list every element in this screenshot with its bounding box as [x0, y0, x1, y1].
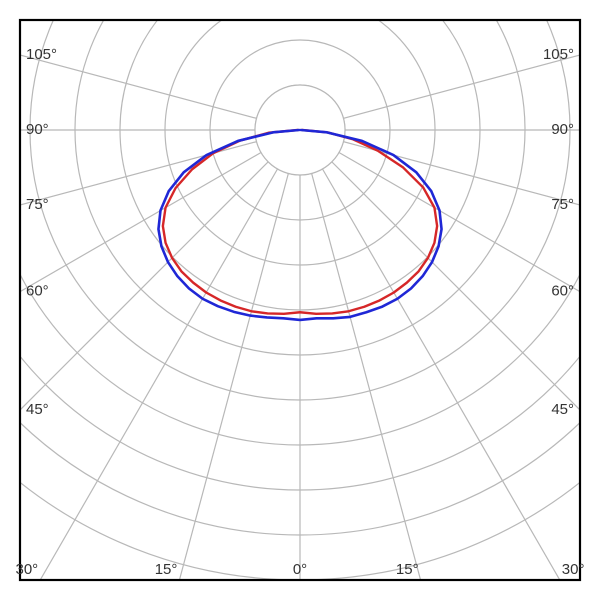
angle-label: 30° [562, 561, 585, 578]
angle-label: 0° [293, 561, 307, 578]
angle-label: 75° [26, 196, 49, 213]
angle-label: 90° [26, 121, 49, 138]
angle-label: 45° [26, 401, 49, 418]
angle-label: 60° [26, 283, 49, 300]
angle-label: 90° [551, 121, 574, 138]
angle-label: 15° [155, 561, 178, 578]
angle-label: 30° [16, 561, 39, 578]
polar-chart-svg: 105° 90° 75° 60° 45° 30° 15° 0° 15° 105° 90° 75° 60°… [0, 0, 600, 600]
angle-label: 75° [551, 196, 574, 213]
polar-chart: 105° 90° 75° 60° 45° 30° 15° 0° 15° 105° 90° 75° 60°… [0, 0, 600, 600]
angle-label: 105° [543, 46, 574, 63]
angle-label: 105° [26, 46, 57, 63]
angle-label: 15° [396, 561, 419, 578]
angle-label: 60° [551, 283, 574, 300]
angle-label: 45° [551, 401, 574, 418]
